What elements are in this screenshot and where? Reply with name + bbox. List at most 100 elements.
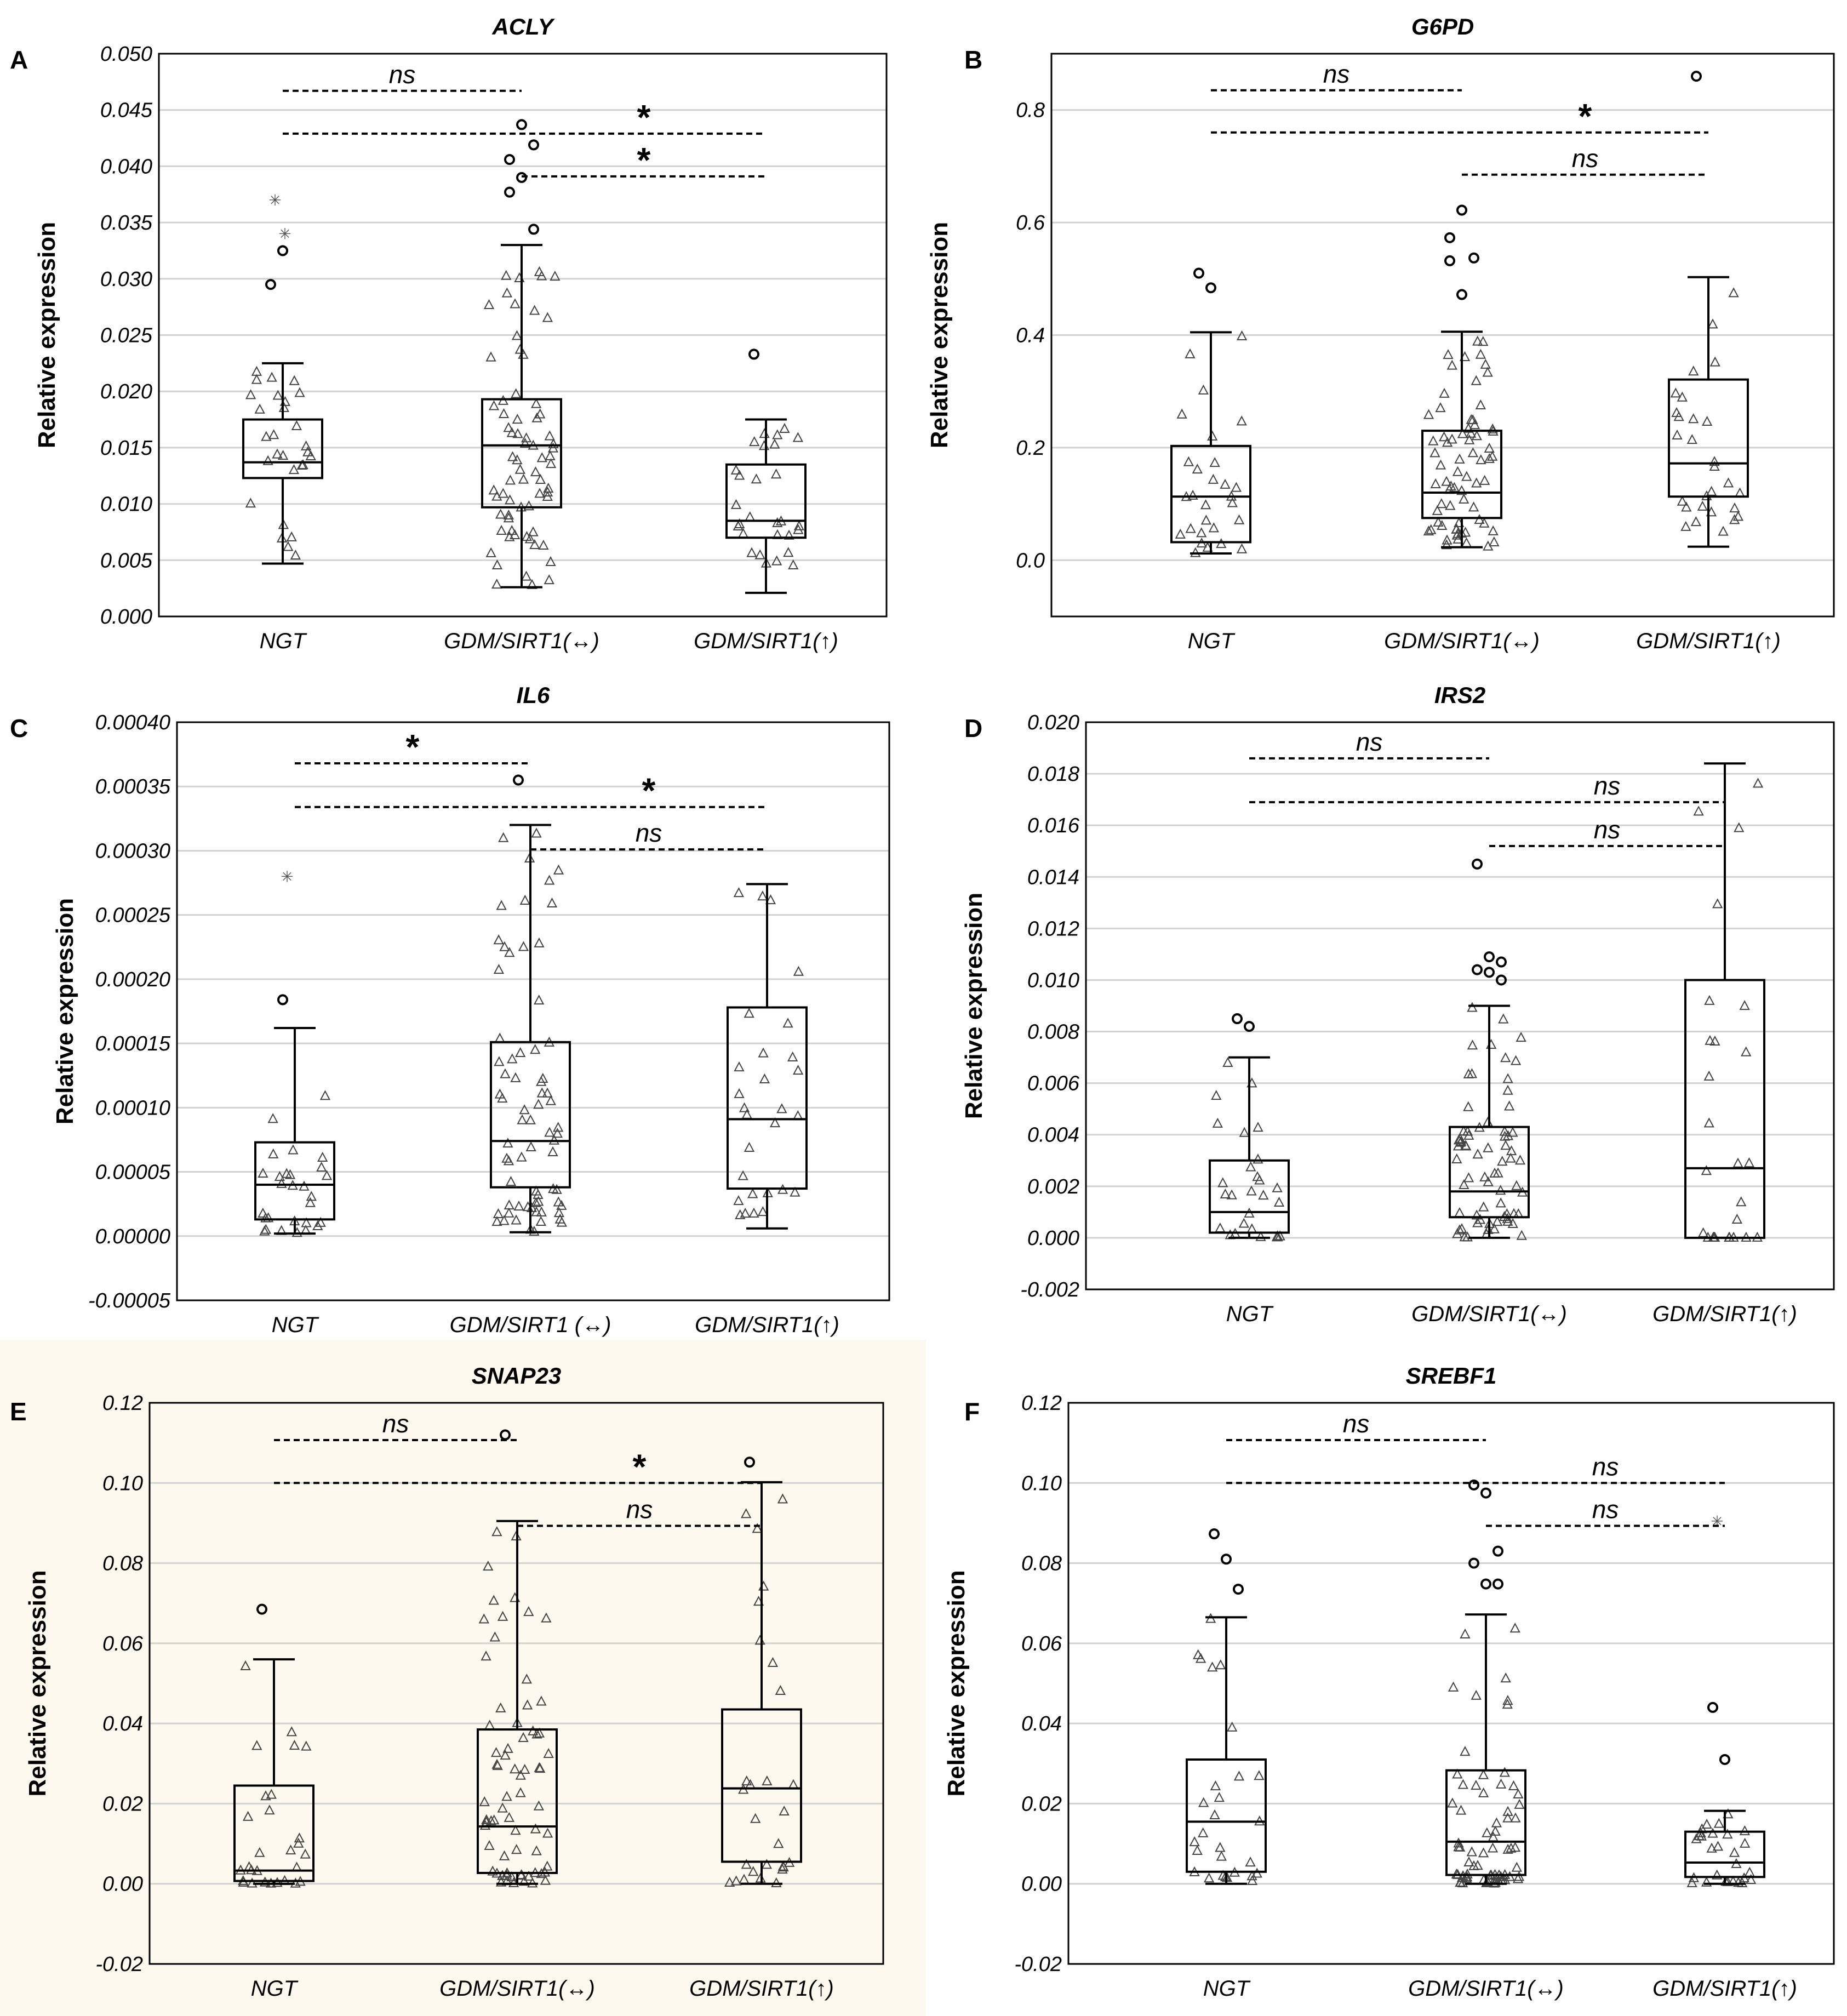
sample-point [1239,1127,1250,1137]
sample-point [488,1595,499,1605]
y-tick-label: 0.010 [100,493,152,516]
sample-point [505,475,516,485]
outlier-point [1472,964,1483,975]
sample-point [1254,1770,1265,1780]
sample-point [1443,349,1454,359]
outlier-point [504,154,515,165]
y-tick-label: 0.2 [1016,437,1045,460]
sample-point [1509,1842,1521,1852]
sample-point [516,1151,527,1162]
sample-point [556,1217,568,1227]
sample-point [481,1814,492,1824]
sample-point [1743,1157,1755,1168]
y-tick-label: 0.014 [1027,866,1079,889]
sample-point [1435,402,1446,413]
sample-point [493,934,504,945]
box-group [1186,1528,1267,1885]
sample-point [495,1876,507,1887]
sample-point [488,400,500,410]
sample-point [1460,1746,1471,1756]
iqr-box [1449,1126,1530,1219]
y-tick-label: 0.008 [1027,1021,1079,1044]
iqr-box [1668,378,1749,498]
sample-point [1516,1230,1527,1240]
sample-point [1712,1841,1724,1851]
sample-point [757,890,768,901]
sample-point [740,1208,751,1218]
sample-point [1484,442,1495,453]
outlier-point [1691,71,1702,82]
sample-point [772,429,783,439]
sample-point [1217,1177,1228,1187]
iqr-box [233,1784,314,1882]
sample-point [544,875,555,885]
y-tick-label: 0.040 [100,155,152,178]
sample-point [735,1209,746,1219]
sample-point [481,1651,491,1661]
sample-point [544,1127,555,1137]
sample-point [1454,1841,1466,1852]
sample-point [527,579,537,589]
sample-point [1451,523,1462,534]
sample-point [1203,1872,1215,1883]
iqr-box [1170,444,1251,544]
sample-point [1258,1189,1269,1200]
panel-letter: C [10,714,28,743]
extreme-point: ✳ [1711,1513,1723,1530]
sample-point [1212,1117,1223,1128]
sample-point [519,437,531,448]
sample-point [518,941,529,951]
sample-point [1442,534,1453,545]
sample-point [779,422,790,433]
outlier-point [1221,1554,1232,1565]
panel-letter: E [10,1397,27,1426]
sample-point [792,432,804,442]
sample-point [1488,525,1499,535]
sample-point [284,1169,296,1179]
sample-point [1502,1073,1513,1083]
sample-point [1697,1227,1709,1237]
sample-point [504,531,515,541]
sample-point [1709,1035,1720,1046]
y-axis-label: Relative expression [24,1570,51,1796]
sample-point [1507,1127,1518,1137]
outlier-point [1205,282,1216,294]
sample-point [1449,482,1460,492]
sample-point [1502,1084,1513,1095]
y-tick-label: 0.010 [1027,969,1079,992]
sample-point [1220,478,1231,489]
sample-point [245,498,256,508]
sample-point [1482,1116,1494,1127]
sample-point [503,509,514,520]
sample-point [1734,822,1745,832]
sample-point [319,1090,331,1100]
sample-point [1189,1836,1200,1847]
sample-point [530,466,541,477]
sample-point [1487,1842,1499,1853]
significance-label: ns [1323,60,1350,88]
sample-point [1456,485,1467,495]
sample-point [266,1789,277,1799]
sample-point [1255,1231,1266,1241]
sample-point [1467,1040,1478,1050]
sample-point [485,547,496,557]
sample-point [1489,1167,1500,1178]
sample-point [1175,528,1186,539]
sample-point [1478,1847,1489,1858]
sample-point [518,1732,529,1742]
y-axis-label: Relative expression [926,222,953,448]
panel-letter: F [964,1397,980,1426]
sample-point [1471,477,1482,488]
sample-point [1701,1876,1712,1887]
sample-point [1183,456,1194,466]
sample-point [1672,429,1683,439]
sample-point [1713,1818,1724,1828]
sample-point [1491,1817,1502,1827]
iqr-box [490,1041,571,1189]
significance-label: ns [1592,1495,1619,1524]
sample-point [782,1018,793,1028]
sample-point [534,937,545,947]
sample-point [1697,500,1708,511]
sample-point [769,438,780,449]
